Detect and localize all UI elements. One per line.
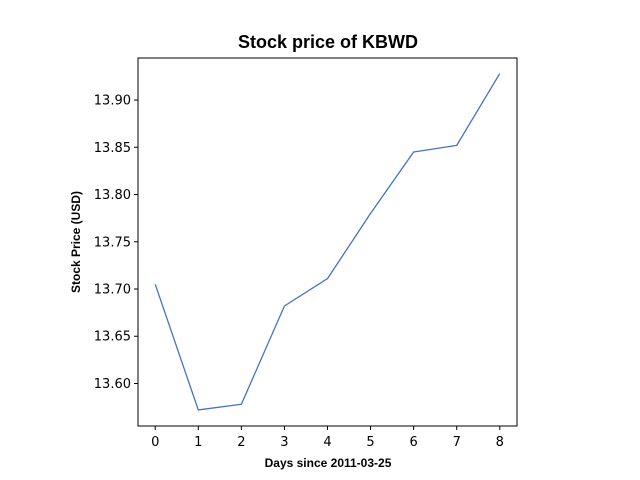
plot-area bbox=[137, 57, 518, 427]
y-tick-label: 13.85 bbox=[94, 141, 131, 156]
y-axis: 13.60 13.65 13.70 13.75 13.80 13.85 13.90 bbox=[94, 94, 138, 392]
x-tick-label: 6 bbox=[409, 435, 417, 450]
x-tick-label: 2 bbox=[237, 435, 245, 450]
x-axis: 0 1 2 3 4 5 6 7 8 bbox=[151, 426, 504, 450]
x-tick-label: 1 bbox=[194, 435, 202, 450]
x-axis-label: Days since 2011-03-25 bbox=[265, 456, 392, 470]
y-tick-label: 13.60 bbox=[94, 377, 131, 392]
x-tick-label: 4 bbox=[323, 435, 331, 450]
y-tick-label: 13.70 bbox=[94, 283, 131, 298]
y-tick-label: 13.75 bbox=[94, 235, 131, 250]
x-tick-label: 5 bbox=[366, 435, 374, 450]
x-tick-label: 8 bbox=[496, 435, 504, 450]
series-group bbox=[154, 73, 501, 411]
chart-title: Stock price of KBWD bbox=[238, 32, 418, 52]
x-tick-label: 7 bbox=[453, 435, 461, 450]
y-tick-label: 13.90 bbox=[94, 94, 131, 109]
y-axis-label: Stock Price (USD) bbox=[69, 191, 83, 293]
x-tick-label: 3 bbox=[280, 435, 288, 450]
x-tick-label: 0 bbox=[151, 435, 159, 450]
series-line bbox=[154, 73, 501, 411]
y-tick-label: 13.80 bbox=[94, 188, 131, 203]
y-tick-label: 13.65 bbox=[94, 330, 131, 345]
